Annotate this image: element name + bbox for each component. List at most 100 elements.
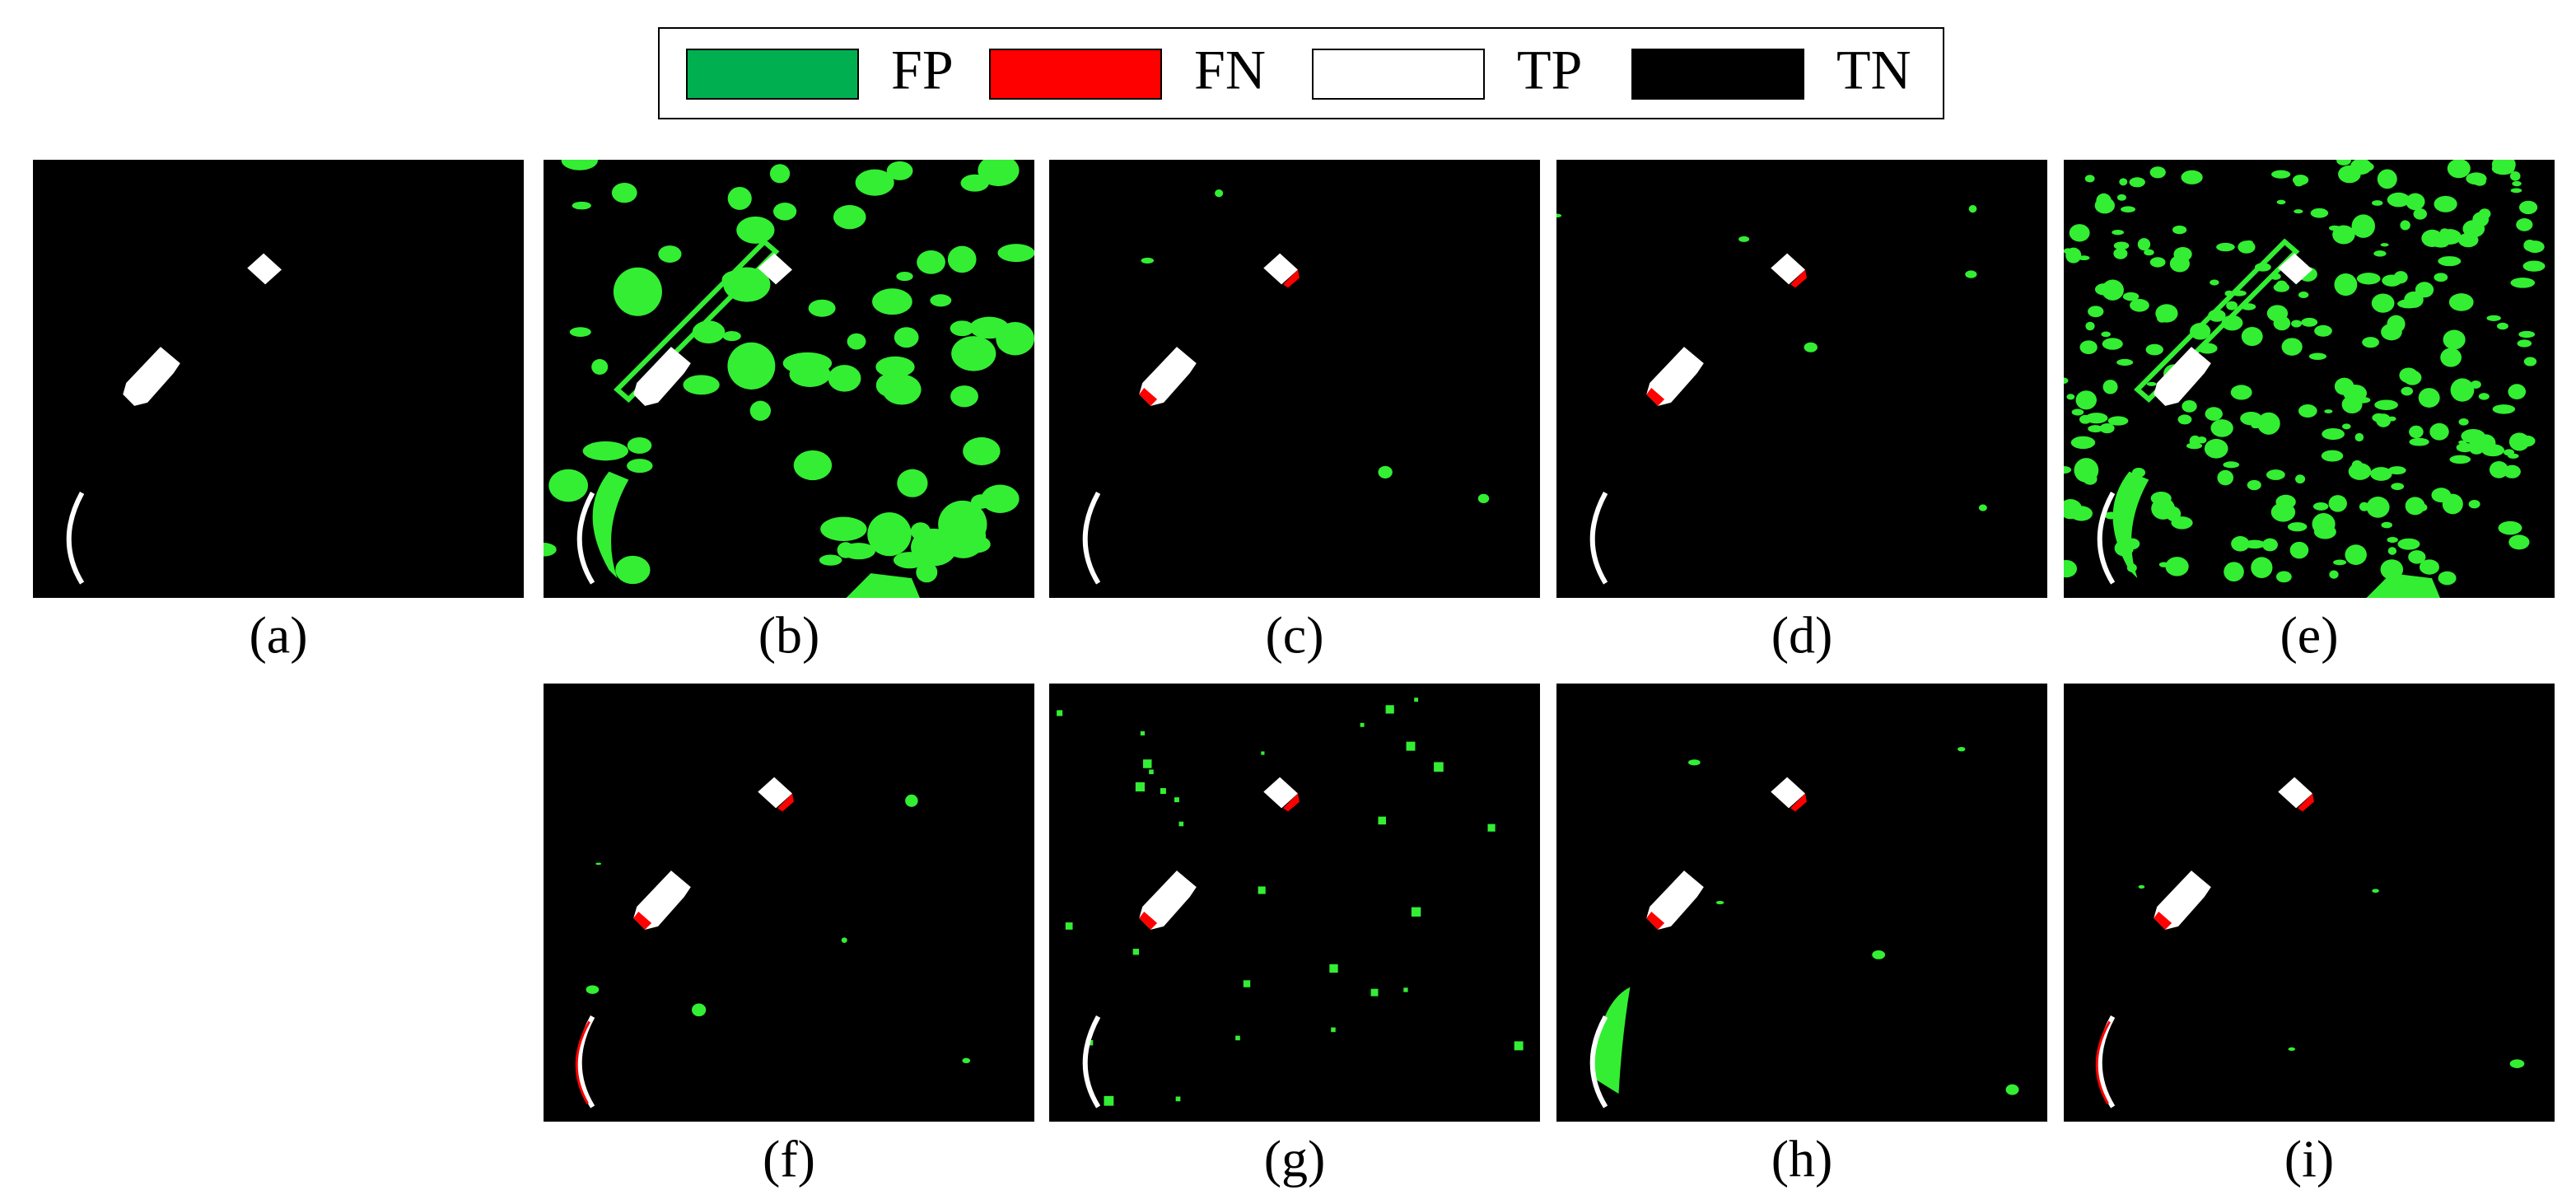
false-positive-blob [2085,321,2095,331]
change-map [544,684,1034,1122]
false-negative-region [1790,793,1807,812]
false-positive-blob [2216,242,2235,252]
false-positive-blob [2125,538,2140,550]
false-positive-blob [2387,192,2410,208]
false-positive-blob [963,436,1001,465]
false-positive-blob [1370,988,1379,996]
false-positive-blob [2370,467,2392,481]
false-positive-blob [2341,423,2351,430]
false-positive-blob [808,299,836,317]
false-positive-blob [2329,570,2339,579]
false-negative-region [633,911,652,930]
false-positive-blob [727,186,752,210]
false-positive-blob [2289,541,2309,559]
false-positive-blob [2226,301,2238,310]
false-negative-region [2154,911,2172,930]
false-positive-blob [2126,563,2137,572]
false-positive-blob [2399,367,2419,384]
false-positive-blob [2182,399,2197,413]
false-positive-blob [1215,189,1224,198]
legend-swatch-tp [1312,49,1485,100]
false-positive-blob [2450,378,2475,402]
false-positive-blob [2351,214,2375,238]
false-positive-blob [2523,239,2536,251]
false-positive-blob [2169,254,2190,273]
false-positive-blob [2321,450,2344,462]
false-positive-blob [1141,257,1155,264]
false-positive-blob [2404,291,2424,308]
false-positive-blob [2381,521,2392,529]
false-positive-blob [2449,455,2471,464]
false-positive-blob [658,245,682,263]
false-positive-blob [2131,468,2146,478]
false-positive-blob [882,374,922,405]
false-positive-blob [613,267,662,316]
false-positive-region [846,573,920,598]
false-positive-blob [2146,381,2157,386]
false-positive-blob [1414,698,1419,702]
false-positive-blob [1406,741,1416,751]
false-positive-blob [1235,1035,1240,1041]
panel-label: (g) [1264,1130,1326,1188]
false-positive-blob [2508,384,2527,400]
false-positive-blob [2071,408,2084,416]
false-positive-blob [683,375,720,395]
false-positive-blob [2312,513,2336,535]
false-negative-region [1646,911,1665,930]
panel-label: (a) [249,606,307,665]
false-positive-blob [911,528,958,567]
false-positive-blob [2472,212,2490,227]
false-positive-blob [772,203,797,221]
legend-label: FN [1194,39,1266,101]
false-positive-blob [2275,571,2292,583]
false-positive-blob [886,161,913,180]
false-positive-blob [2102,338,2123,350]
false-positive-blob [2401,386,2414,396]
false-positive-blob [1804,342,1818,352]
false-positive-blob [561,160,598,170]
false-positive-blob [2473,177,2486,186]
false-positive-blob [2301,317,2318,327]
false-positive-blob [2478,393,2490,400]
false-positive-blob [2522,260,2546,272]
false-positive-blob [2231,536,2250,552]
false-positive-blob [2099,422,2115,434]
false-negative-region [1139,387,1158,406]
false-positive-blob [2440,348,2462,367]
panel-label: (e) [2280,606,2338,665]
false-positive-blob [2393,271,2408,284]
false-positive-blob [2079,340,2098,355]
false-positive-blob [2254,263,2271,272]
false-positive-blob [2413,208,2428,220]
false-positive-blob [2069,224,2090,242]
false-positive-blob [2064,465,2072,474]
false-positive-blob [1978,504,1987,511]
false-positive-blob [2434,273,2448,282]
false-positive-blob [627,459,653,474]
false-negative-region [575,1020,590,1104]
false-positive-blob [1258,886,1266,894]
false-positive-blob [2113,248,2128,259]
false-positive-blob [2409,437,2429,446]
false-positive-blob [2145,343,2163,356]
false-positive-blob [828,365,861,392]
false-positive-blob [721,270,750,290]
false-positive-blob [2251,557,2273,579]
false-positive-blob [1175,1096,1181,1102]
false-positive-blob [2190,323,2211,340]
false-positive-blob [2380,559,2404,580]
false-positive-blob [2387,466,2406,475]
false-positive-blob [872,288,912,315]
false-positive-blob [2408,550,2426,564]
false-positive-blob [2116,194,2126,201]
false-positive-blob [2155,304,2178,323]
false-positive-blob [615,555,651,585]
false-positive-blob [996,322,1034,356]
map-background [544,684,1034,1122]
false-positive-blob [2397,538,2420,550]
false-positive-blob [2409,425,2424,439]
false-positive-blob [2468,499,2480,509]
legend-swatch-tn [1631,49,1804,100]
false-positive-blob [2345,544,2367,565]
false-positive-blob [950,320,974,337]
